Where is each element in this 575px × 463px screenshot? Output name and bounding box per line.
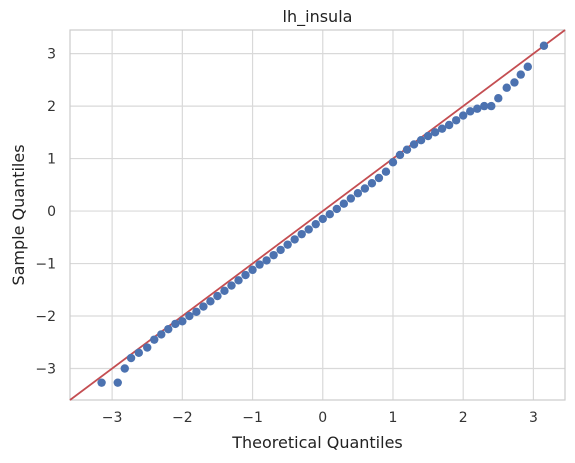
- data-point: [164, 324, 173, 334]
- data-point: [97, 378, 106, 387]
- y-tick-label: −2: [35, 309, 56, 325]
- data-point: [473, 104, 482, 113]
- data-point: [466, 107, 475, 116]
- data-point: [220, 286, 229, 296]
- data-point: [199, 302, 208, 311]
- data-point: [150, 335, 159, 344]
- y-tick-label: −3: [35, 362, 56, 378]
- x-tick-label: −1: [242, 410, 263, 426]
- x-tick-label: 0: [318, 410, 327, 426]
- data-point: [213, 291, 222, 301]
- data-point: [510, 78, 519, 87]
- data-point: [367, 179, 377, 188]
- y-tick-label: 3: [47, 47, 56, 63]
- data-point: [416, 136, 426, 145]
- data-point: [318, 214, 327, 224]
- data-point: [539, 41, 549, 50]
- data-point: [494, 94, 503, 103]
- data-point: [262, 256, 271, 265]
- data-point: [126, 353, 136, 363]
- data-point: [276, 245, 285, 255]
- y-axis-title: Sample Quantiles: [9, 144, 28, 285]
- data-point: [283, 240, 292, 249]
- data-point: [143, 343, 152, 352]
- data-point: [430, 128, 440, 137]
- data-point: [325, 210, 334, 219]
- data-point: [353, 189, 363, 198]
- y-tick-label: 2: [47, 99, 56, 115]
- plot-area-frame: [69, 29, 566, 401]
- data-point: [171, 319, 180, 329]
- data-point: [381, 167, 391, 176]
- x-tick-label: 3: [529, 410, 538, 426]
- data-point: [255, 260, 264, 269]
- data-point: [516, 70, 525, 79]
- data-point: [339, 199, 349, 208]
- data-point: [523, 62, 532, 71]
- data-point: [374, 173, 384, 183]
- reference-line: [69, 29, 566, 401]
- data-point: [437, 124, 447, 133]
- data-point: [241, 270, 250, 280]
- data-point: [423, 131, 433, 141]
- y-tick-label: 1: [47, 152, 56, 168]
- data-points: [97, 41, 549, 387]
- y-tick-label: 0: [47, 204, 56, 220]
- data-point: [395, 150, 405, 160]
- data-point: [451, 116, 461, 125]
- y-tick-labels: −3 −2 −1 0 1 2 3: [35, 47, 56, 378]
- data-point: [332, 204, 342, 214]
- data-point: [178, 317, 187, 326]
- data-point: [502, 83, 511, 92]
- data-point: [480, 101, 489, 111]
- x-tick-label: 2: [459, 410, 468, 426]
- data-point: [134, 348, 144, 357]
- chart-title: lh_insula: [283, 7, 353, 27]
- data-point: [185, 311, 194, 321]
- x-tick-label: −2: [172, 410, 193, 426]
- data-point: [458, 111, 468, 120]
- x-tick-label: 1: [389, 410, 398, 426]
- data-point: [269, 250, 278, 260]
- data-point: [290, 235, 299, 244]
- x-tick-labels: −3 −2 −1 0 1 2 3: [102, 410, 538, 426]
- data-point: [360, 184, 370, 193]
- x-tick-label: −3: [102, 410, 123, 426]
- data-point: [487, 101, 496, 111]
- data-point: [227, 281, 236, 290]
- data-point: [304, 225, 313, 234]
- data-point: [113, 378, 122, 387]
- data-point: [444, 120, 454, 130]
- data-point: [248, 265, 257, 275]
- data-point: [409, 140, 419, 149]
- y-tick-label: −1: [35, 257, 56, 273]
- x-axis-title: Theoretical Quantiles: [231, 433, 403, 452]
- data-point: [346, 194, 356, 203]
- data-point: [311, 219, 320, 229]
- data-point: [206, 297, 215, 306]
- data-point: [192, 307, 201, 317]
- data-point: [297, 229, 306, 239]
- data-point: [402, 145, 412, 154]
- data-point: [157, 330, 166, 339]
- data-point: [388, 158, 398, 167]
- reference-line-layer: [69, 29, 566, 401]
- data-point: [120, 364, 129, 373]
- data-point: [234, 276, 243, 285]
